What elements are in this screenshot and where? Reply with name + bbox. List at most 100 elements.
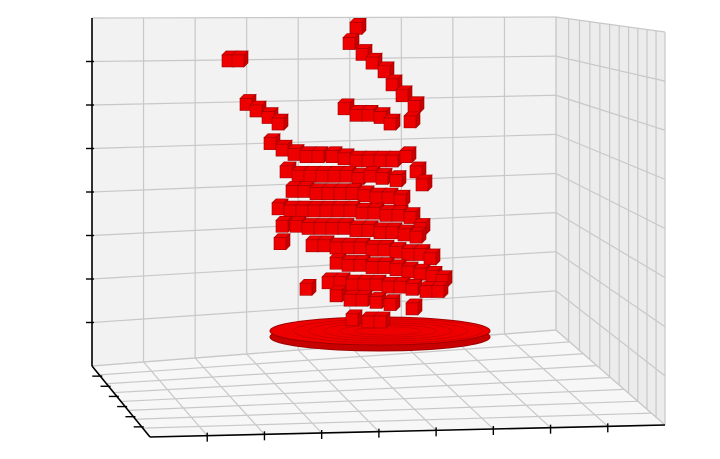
disk-ring bbox=[354, 326, 422, 336]
voxel-front-face bbox=[275, 143, 289, 157]
voxel-front-face bbox=[391, 209, 405, 222]
voxel-group bbox=[221, 17, 453, 329]
voxel-front-face bbox=[369, 191, 383, 205]
voxel bbox=[345, 309, 363, 327]
voxel-front-face bbox=[343, 293, 357, 307]
voxel-front-face bbox=[403, 211, 417, 224]
voxel-front-face bbox=[271, 202, 285, 216]
voxel-front-face bbox=[333, 187, 347, 200]
voxel-front-face bbox=[383, 117, 397, 131]
voxel-front-face bbox=[365, 56, 379, 70]
voxel-front-face bbox=[343, 204, 357, 218]
voxel-front-face bbox=[337, 222, 351, 235]
voxel bbox=[405, 278, 423, 297]
voxel-front-face bbox=[349, 109, 363, 122]
voxel-front-face bbox=[407, 100, 421, 113]
grid-back-h bbox=[91, 251, 557, 280]
grid-back-h bbox=[91, 16, 557, 19]
voxel bbox=[403, 111, 421, 129]
voxel bbox=[373, 311, 391, 329]
voxel bbox=[399, 145, 417, 164]
voxel bbox=[409, 161, 427, 179]
voxel-front-face bbox=[307, 204, 321, 218]
voxel bbox=[349, 219, 367, 238]
voxel-front-face bbox=[363, 169, 377, 183]
voxel-front-face bbox=[329, 289, 343, 303]
voxel bbox=[385, 74, 403, 92]
voxel bbox=[375, 167, 393, 186]
voxel-front-face bbox=[385, 78, 399, 92]
voxel-front-face bbox=[275, 219, 289, 233]
voxel-front-face bbox=[321, 187, 335, 200]
voxel-front-face bbox=[361, 315, 375, 329]
voxel-front-face bbox=[279, 165, 293, 179]
y-axis-line bbox=[91, 365, 151, 438]
voxel-front-face bbox=[423, 252, 437, 266]
voxel-front-face bbox=[337, 152, 351, 166]
grid-floor-h bbox=[113, 365, 597, 394]
voxel bbox=[355, 289, 373, 307]
grid-back-h bbox=[91, 172, 557, 193]
x-axis-line bbox=[149, 424, 666, 438]
voxel-front-face bbox=[355, 293, 369, 307]
voxel-front-face bbox=[393, 193, 407, 207]
grid-back-h bbox=[91, 290, 557, 324]
grid-floor-h bbox=[128, 388, 625, 411]
voxel bbox=[349, 17, 367, 36]
voxel-front-face bbox=[401, 248, 415, 261]
voxel-front-face bbox=[249, 104, 263, 118]
voxel-front-face bbox=[357, 278, 371, 292]
voxel-front-face bbox=[405, 302, 419, 316]
voxel-front-face bbox=[291, 169, 305, 183]
voxel-front-face bbox=[287, 148, 301, 161]
voxel-front-face bbox=[355, 206, 369, 220]
voxel-front-face bbox=[389, 174, 403, 187]
voxel bbox=[409, 226, 427, 244]
grid-floor-h bbox=[135, 400, 638, 420]
voxel-front-face bbox=[329, 241, 343, 255]
voxel bbox=[393, 189, 411, 207]
voxel-front-face bbox=[377, 65, 391, 79]
voxel-front-face bbox=[385, 226, 399, 240]
voxel-front-face bbox=[231, 54, 245, 68]
voxel bbox=[415, 174, 433, 192]
voxel-front-face bbox=[345, 278, 359, 292]
voxel-front-face bbox=[377, 243, 391, 257]
voxel-front-face bbox=[373, 226, 387, 240]
voxel-front-face bbox=[315, 169, 329, 183]
voxel-front-face bbox=[317, 239, 331, 253]
voxel bbox=[342, 32, 360, 51]
voxel bbox=[423, 248, 441, 266]
voxel-front-face bbox=[303, 169, 317, 183]
voxel-front-face bbox=[381, 280, 395, 294]
voxel-front-face bbox=[419, 285, 433, 298]
voxel-front-face bbox=[271, 117, 285, 131]
grid-floor-h bbox=[99, 341, 570, 376]
voxel-front-face bbox=[361, 109, 375, 122]
voxel-front-face bbox=[341, 241, 355, 255]
voxel-front-face bbox=[377, 261, 391, 274]
voxel-front-face bbox=[395, 89, 409, 103]
voxel-front-face bbox=[389, 263, 403, 277]
voxel bbox=[275, 215, 293, 233]
voxel-front-face bbox=[353, 259, 367, 272]
voxel-front-face bbox=[301, 222, 315, 235]
voxel-front-face bbox=[369, 278, 383, 292]
voxel bbox=[329, 285, 347, 303]
voxel-front-face bbox=[365, 243, 379, 257]
voxel-front-face bbox=[385, 154, 399, 168]
voxel-front-face bbox=[273, 237, 287, 250]
voxel bbox=[405, 298, 423, 316]
voxel-front-face bbox=[345, 187, 359, 200]
voxel-front-face bbox=[327, 169, 341, 183]
voxel-front-face bbox=[342, 37, 356, 50]
voxel-front-face bbox=[361, 154, 375, 168]
grid-back-h bbox=[91, 55, 557, 63]
voxel bbox=[385, 150, 403, 168]
voxel-front-face bbox=[383, 298, 397, 311]
voxel-front-face bbox=[415, 178, 429, 192]
voxel-front-face bbox=[399, 150, 413, 163]
axis-ticks bbox=[86, 60, 609, 442]
